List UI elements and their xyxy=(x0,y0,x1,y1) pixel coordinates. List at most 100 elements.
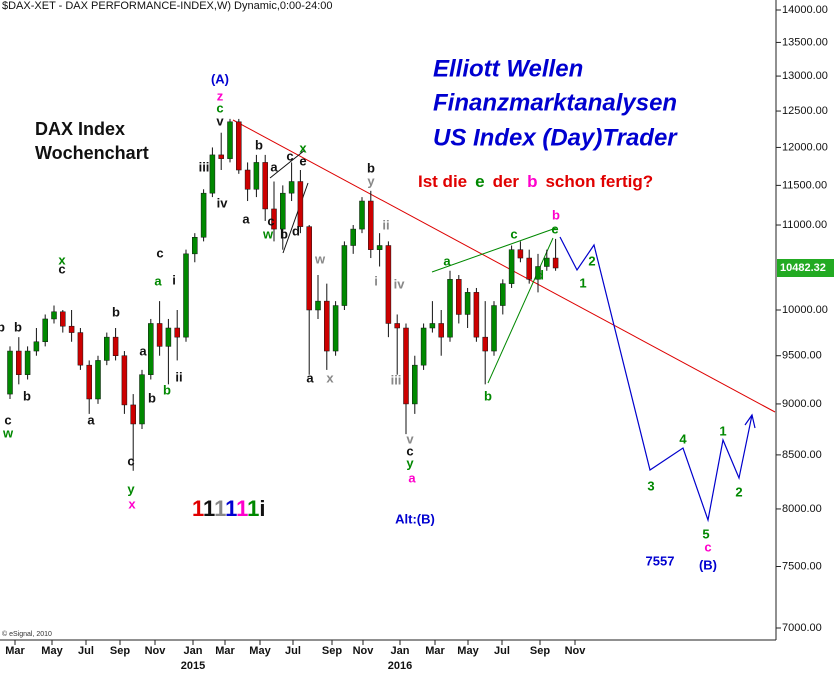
wave-label: w xyxy=(2,425,14,440)
counter-part: i xyxy=(259,496,265,521)
wave-label: a xyxy=(408,470,416,485)
counter-part: 1 xyxy=(214,496,226,521)
wave-label: b xyxy=(367,160,375,175)
candle-body xyxy=(306,226,312,311)
candle-body xyxy=(112,336,119,356)
x-tick-label: Jul xyxy=(494,645,510,657)
counter-part: 1 xyxy=(236,496,248,521)
candle-body xyxy=(394,323,400,329)
wave-label: 1 xyxy=(719,423,726,438)
counter-part: 1 xyxy=(247,496,259,521)
candle-body xyxy=(403,327,409,405)
candle-body xyxy=(236,121,242,171)
wave-label: e xyxy=(299,153,306,168)
wave-label: 2 xyxy=(735,484,742,499)
candle-body xyxy=(535,266,541,280)
wave-label: a xyxy=(154,273,162,288)
wave-counter: 111111i xyxy=(192,496,266,521)
x-tick-label: Nov xyxy=(353,645,375,657)
wave-label: z xyxy=(217,88,224,103)
year-label: 2015 xyxy=(181,660,205,672)
wave-label: c xyxy=(267,213,274,228)
wave-label: w xyxy=(262,226,274,241)
candle-body xyxy=(51,311,57,320)
candle-body xyxy=(209,154,216,194)
wave-label: a xyxy=(242,211,250,226)
question-part: schon fertig? xyxy=(545,172,653,191)
y-tick-label: 12000.00 xyxy=(782,141,828,153)
y-tick-label: 8000.00 xyxy=(782,503,822,515)
candle-body xyxy=(332,305,339,352)
candle-body xyxy=(200,192,207,238)
wave-label: b xyxy=(163,382,171,397)
candle-body xyxy=(68,325,75,333)
candle-body xyxy=(121,355,128,406)
wave-label: (A) xyxy=(211,71,229,86)
candle-body xyxy=(227,121,233,159)
candle-body xyxy=(130,404,136,425)
wave-label: a xyxy=(139,343,147,358)
wave-label: 2 xyxy=(588,253,595,268)
candle-body xyxy=(271,208,277,230)
candle-body xyxy=(473,292,480,338)
candle-body xyxy=(464,292,471,315)
wave-label: iv xyxy=(217,195,229,210)
question-part: e xyxy=(475,172,484,191)
wave-label: x xyxy=(58,252,66,267)
question: Ist die e der b schon fertig? xyxy=(418,172,653,191)
x-tick-label: Jul xyxy=(285,645,301,657)
candle-body xyxy=(244,169,251,190)
y-tick-label: 9000.00 xyxy=(782,398,822,410)
candle-body xyxy=(508,249,515,284)
x-tick-label: Jul xyxy=(78,645,94,657)
wave-label: a xyxy=(87,412,95,427)
x-tick-label: May xyxy=(41,645,63,657)
y-tick-label: 11000.00 xyxy=(782,219,827,231)
wave-label: y xyxy=(367,173,375,188)
x-tick-label: Mar xyxy=(425,645,445,657)
wave-label: a xyxy=(270,159,278,174)
wave-label: b xyxy=(280,226,288,241)
candle-body xyxy=(165,327,172,347)
wave-label: 5 xyxy=(702,526,709,541)
projection-path xyxy=(559,236,753,523)
wave-label: i xyxy=(172,272,176,287)
candle-body xyxy=(359,200,365,230)
wave-label: c xyxy=(156,245,163,260)
question-part: Ist die xyxy=(418,172,467,191)
wave-label: a xyxy=(443,253,451,268)
candle-body xyxy=(456,279,462,315)
candle-body xyxy=(192,237,198,255)
y-tick-label: 10000.00 xyxy=(782,304,828,316)
candle-body xyxy=(447,279,453,338)
trend-line xyxy=(232,119,776,413)
candle-body xyxy=(139,374,145,425)
x-tick-label: Jan xyxy=(184,645,203,657)
candle-body xyxy=(95,360,101,400)
wave-label: b xyxy=(0,319,5,334)
wave-label: v xyxy=(216,113,224,128)
wave-label: e xyxy=(551,221,558,236)
candle-body xyxy=(262,162,268,210)
last-price-label: 10482.32 xyxy=(780,262,826,274)
subtitle: DAX Index xyxy=(35,119,125,139)
candle-body xyxy=(412,364,418,405)
candle-body xyxy=(218,154,224,159)
wave-label: c xyxy=(216,100,223,115)
candle-body xyxy=(376,245,383,250)
wave-label: i xyxy=(374,273,378,288)
wave-label: b xyxy=(484,388,492,403)
candle-body xyxy=(517,249,524,259)
candle-body xyxy=(42,318,48,343)
candle-body xyxy=(77,332,84,366)
candle-body xyxy=(385,245,392,324)
candle-body xyxy=(156,323,163,347)
wave-label: x xyxy=(299,140,307,155)
y-tick-label: 7000.00 xyxy=(782,622,822,634)
x-tick-label: Sep xyxy=(110,645,130,657)
last-price-box xyxy=(777,258,834,277)
question-part: b xyxy=(527,172,537,191)
y-tick-label: 13500.00 xyxy=(782,36,828,48)
channel-line xyxy=(487,237,554,384)
candle-body xyxy=(7,350,13,395)
